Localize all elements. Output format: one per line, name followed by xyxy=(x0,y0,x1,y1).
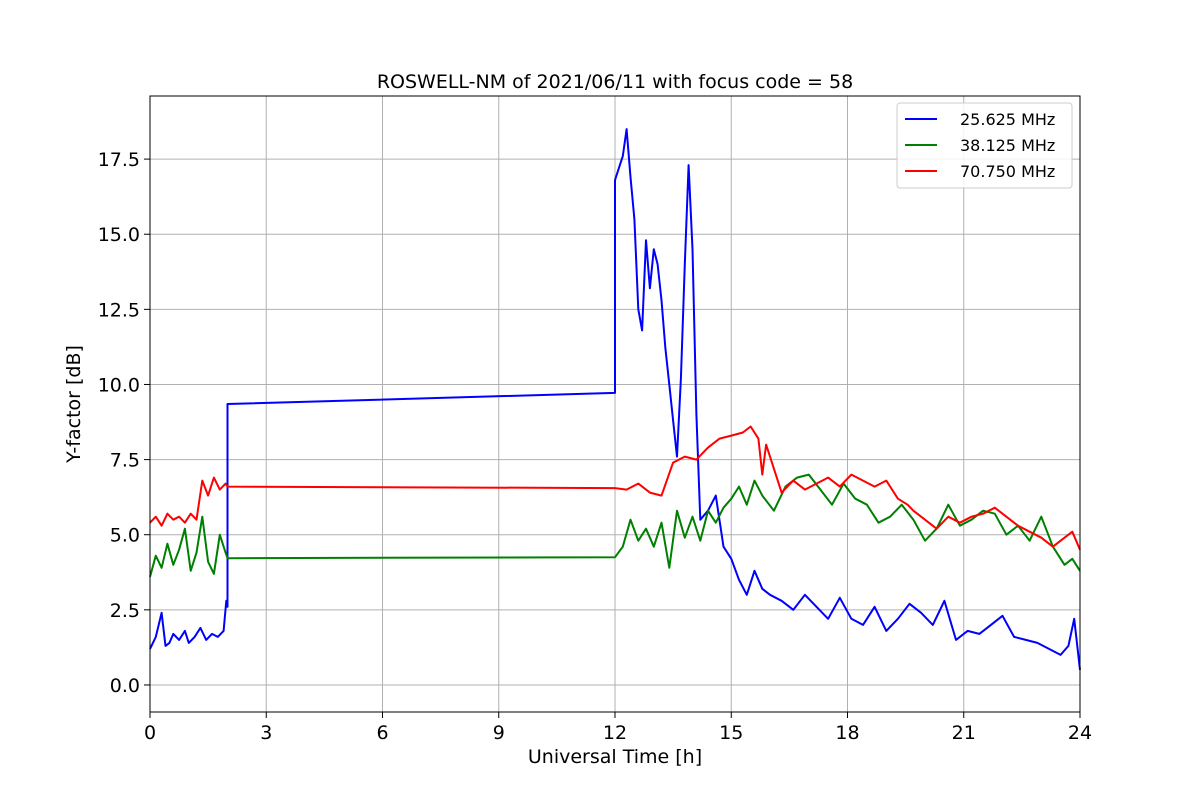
legend-label-70750: 70.750 MHz xyxy=(960,162,1055,181)
x-tick-label: 0 xyxy=(144,722,156,744)
x-tick-label: 24 xyxy=(1068,722,1092,744)
x-tick-label: 15 xyxy=(719,722,743,744)
x-tick-label: 21 xyxy=(952,722,976,744)
x-tick-label: 12 xyxy=(603,722,627,744)
y-tick-label: 2.5 xyxy=(110,600,140,622)
x-axis-ticks: 0 3 6 9 12 15 18 21 24 xyxy=(144,712,1092,744)
y-axis-ticks: 0.0 2.5 5.0 7.5 10.0 12.5 15.0 17.5 xyxy=(98,149,150,697)
x-tick-label: 6 xyxy=(376,722,388,744)
y-tick-label: 17.5 xyxy=(98,149,140,171)
y-tick-label: 5.0 xyxy=(110,525,140,547)
y-tick-label: 12.5 xyxy=(98,299,140,321)
series-line-0 xyxy=(149,128,1081,671)
y-tick-label: 10.0 xyxy=(98,374,140,396)
y-tick-label: 7.5 xyxy=(110,450,140,472)
legend-box xyxy=(896,102,1073,189)
x-axis-label: Universal Time [h] xyxy=(528,746,702,768)
series-lines xyxy=(149,128,1081,671)
y-axis-label: Y-factor [dB] xyxy=(63,345,85,464)
series-line-1 xyxy=(149,473,1081,578)
legend-label-25625: 25.625 MHz xyxy=(960,110,1055,129)
x-tick-label: 9 xyxy=(493,722,505,744)
y-tick-label: 15.0 xyxy=(98,224,140,246)
y-tick-label: 0.0 xyxy=(110,675,140,697)
x-tick-label: 18 xyxy=(835,722,859,744)
series-line-2 xyxy=(149,425,1081,551)
legend: 25.625 MHz 38.125 MHz 70.750 MHz xyxy=(896,102,1073,189)
x-tick-label: 3 xyxy=(260,722,272,744)
chart-title: ROSWELL-NM of 2021/06/11 with focus code… xyxy=(377,71,853,93)
legend-label-38125: 38.125 MHz xyxy=(960,136,1055,155)
